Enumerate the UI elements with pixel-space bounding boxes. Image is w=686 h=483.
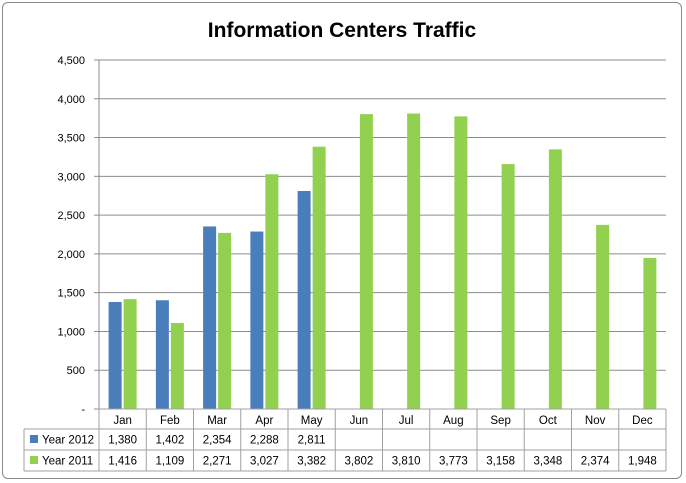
chart-title: Information Centers Traffic [208,19,477,42]
y-tick-label: 4,500 [57,55,85,67]
bar-year-2011-mar [218,232,232,409]
bar-year-2011-apr [265,174,279,409]
bar-year-2011-oct [548,149,562,409]
bar-year-2011-feb [170,322,184,409]
x-tick-label: Mar [207,415,227,427]
data-label: 1,948 [628,456,657,468]
data-label: 3,027 [250,456,279,468]
data-label: 3,810 [392,456,421,468]
bar-year-2011-sep [501,164,515,409]
y-tick-label: 1,500 [57,288,85,300]
data-label: 2,354 [203,435,232,447]
bar-year-2011-jan [123,299,137,409]
x-tick-label: Dec [632,415,653,427]
bar-year-2012-jan [108,301,122,409]
data-label: 1,109 [155,456,184,468]
y-tick-label: 3,000 [57,171,85,183]
x-tick-label: Sep [490,415,510,427]
data-label: 2,288 [250,435,279,447]
y-tick-label: 1,000 [57,326,85,338]
bar-year-2011-dec [643,257,657,409]
data-label: 3,382 [297,456,326,468]
y-tick-label: 2,000 [57,249,85,261]
x-tick-label: Feb [160,415,180,427]
bar-year-2012-may [297,190,311,409]
x-tick-label: Jan [113,415,132,427]
legend-label: Year 2012 [42,435,94,447]
bar-year-2012-mar [203,226,217,409]
data-label: 2,811 [298,435,326,447]
y-tick-label: - [81,404,85,416]
y-tick-label: 500 [67,365,85,377]
x-tick-label: Oct [539,415,558,427]
x-tick-label: May [301,415,323,427]
y-tick-label: 2,500 [57,210,85,222]
x-tick-label: Nov [585,415,606,427]
data-label: 3,158 [486,456,515,468]
bar-year-2011-jun [359,114,373,409]
bar-year-2012-apr [250,231,264,409]
y-tick-label: 3,500 [57,133,85,145]
y-tick-label: 4,000 [57,94,85,106]
data-label: 3,348 [533,456,562,468]
bar-year-2011-nov [596,224,610,409]
x-tick-label: Apr [255,415,273,427]
data-table: Jan Feb Mar Apr May Jun Jul Aug Sep Oct Nov Dec Year… [23,408,667,472]
legend-label: Year 2011 [42,456,93,468]
x-tick-label: Jun [350,415,369,427]
data-label: 1,380 [108,435,137,447]
x-tick-label: Aug [443,415,463,427]
data-label: 3,802 [344,456,373,468]
legend-key [30,435,38,443]
bar-year-2011-may [312,146,326,410]
legend-key [30,456,38,464]
bar-year-2012-feb [155,300,169,409]
data-label: 1,416 [108,456,137,468]
data-label: 1,402 [155,435,184,447]
data-label: 2,374 [581,456,610,468]
bar-year-2011-aug [454,116,468,410]
data-label: 2,271 [203,456,232,468]
y-axis-ticks: - 500 1,000 1,500 2,000 2,500 3,000 3,500 4,000 4… [57,55,85,416]
bars [108,113,657,410]
bar-year-2011-jul [407,113,421,409]
data-label: 3,773 [439,456,468,468]
x-tick-label: Jul [399,415,414,427]
